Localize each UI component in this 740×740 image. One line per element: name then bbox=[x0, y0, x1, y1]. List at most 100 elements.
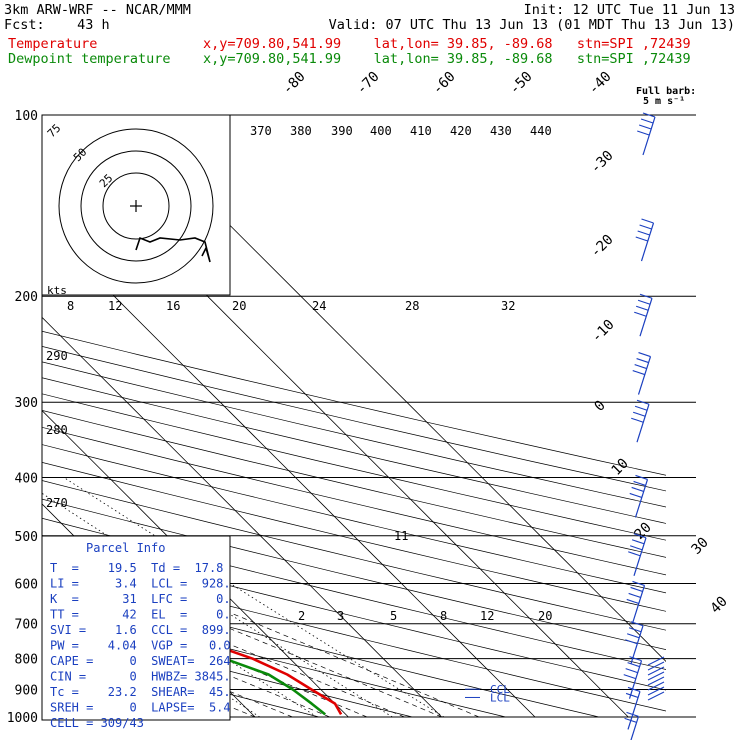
wind-barb bbox=[639, 298, 653, 337]
wind-barb-feather bbox=[633, 480, 646, 486]
temperature-tick-label: 10 bbox=[609, 456, 632, 479]
temperature-tick-label: 30 bbox=[689, 535, 712, 558]
pressure-tick-label: 700 bbox=[15, 618, 38, 633]
wind-barb-feather bbox=[627, 686, 641, 692]
parcel-info-row: T = 19.5 Td = 17.8 bbox=[50, 561, 223, 575]
parcel-info-frame bbox=[41, 535, 231, 721]
wind-barb-feather bbox=[631, 486, 644, 492]
wind-barb-feather bbox=[625, 639, 638, 645]
wind-barb bbox=[627, 691, 641, 730]
dry-adiabat-line bbox=[42, 330, 666, 476]
pressure-tick-label: 800 bbox=[15, 653, 38, 668]
mixing-ratio-label: 12 bbox=[108, 299, 122, 313]
dry-adiabat-label: 280 bbox=[46, 423, 68, 437]
wind-barb-feather bbox=[647, 686, 665, 696]
wind-barb-feather bbox=[631, 417, 644, 423]
temperature-profile-line bbox=[42, 580, 343, 716]
wind-barb-feather bbox=[628, 592, 641, 598]
wind-barb bbox=[628, 660, 643, 699]
mixing-ratio-label: 12 bbox=[480, 609, 494, 623]
wind-barb bbox=[636, 404, 650, 443]
wind-barb-feather bbox=[630, 621, 644, 627]
mixing-ratio-label: 8 bbox=[440, 609, 447, 623]
mixing-ratio-label: 20 bbox=[538, 609, 552, 623]
parcel-info-row: Tc = 23.2 SHEAR= 45. bbox=[50, 685, 231, 699]
wind-barb bbox=[630, 716, 640, 740]
wind-barb-feather bbox=[634, 311, 647, 317]
mixing-ratio-label: 2 bbox=[298, 609, 305, 623]
wind-barb-feather bbox=[640, 118, 654, 124]
dry-adiabat-line bbox=[42, 346, 666, 492]
parcel-info-row: SREH = 0 LAPSE= 5.4 bbox=[50, 701, 231, 715]
wind-barb-feather bbox=[637, 230, 650, 236]
wind-barb-feather bbox=[629, 492, 642, 498]
parcel-info-row: K = 31 LFC = 0. bbox=[50, 592, 231, 606]
mixing-ratio-label: 24 bbox=[312, 299, 326, 313]
wind-barb bbox=[642, 116, 656, 156]
wind-barb-feather bbox=[632, 411, 646, 417]
pressure-tick-label: 1000 bbox=[7, 711, 38, 726]
parcel-info-row: TT = 42 EL = 0. bbox=[50, 608, 231, 622]
dry-adiabat-line bbox=[42, 444, 666, 594]
temperature-tick-label: 0 bbox=[592, 398, 609, 415]
wind-barb bbox=[633, 537, 647, 576]
hodograph-ring bbox=[102, 172, 170, 240]
temperature-tick-label: -30 bbox=[588, 148, 617, 177]
wind-barb-feather bbox=[636, 399, 650, 405]
dry-adiabat-line bbox=[42, 426, 666, 576]
parcel-info-row: LI = 3.4 LCL = 928. bbox=[50, 577, 231, 591]
wind-barb-feather bbox=[636, 358, 649, 364]
wind-barb-feather bbox=[627, 662, 640, 668]
dewpoint-legend-label: Dewpoint temperature bbox=[8, 51, 171, 67]
hodograph-ring bbox=[80, 150, 192, 262]
parcel-info-row: SVI = 1.6 CCL = 899. bbox=[50, 623, 231, 637]
valid-time: Valid: 07 UTC Thu 13 Jun 13 (01 MDT Thu … bbox=[328, 17, 735, 33]
mixing-ratio-label: 20 bbox=[232, 299, 246, 313]
dry-adiabat-line bbox=[42, 621, 413, 718]
wind-barb-feather bbox=[628, 551, 641, 557]
wind-barb-feather bbox=[641, 218, 654, 224]
hodograph-units-label: kts bbox=[47, 284, 67, 297]
wind-barb-feather bbox=[624, 717, 637, 723]
temperature-tick-label: -70 bbox=[354, 69, 383, 98]
temperature-tick-label: 20 bbox=[632, 520, 655, 543]
dewpoint-location: x,y=709.80,541.99 lat,lon= 39.85, -89.68… bbox=[203, 51, 691, 67]
lcl-label: LCL bbox=[490, 691, 510, 704]
dry-adiabat-label: 290 bbox=[46, 349, 68, 363]
barb-legend-value: 5 m s⁻¹ bbox=[643, 96, 685, 107]
wind-barb-feather bbox=[647, 661, 665, 671]
mixing-ratio-label: 32 bbox=[501, 299, 515, 313]
pressure-tick-label: 100 bbox=[15, 109, 38, 124]
wind-barb-feather bbox=[635, 474, 648, 480]
wind-barb bbox=[634, 479, 649, 518]
pressure-tick-label: 600 bbox=[15, 577, 38, 592]
dry-adiabat-line bbox=[42, 498, 666, 651]
wind-barb-feather bbox=[638, 124, 652, 130]
wind-barb-feather bbox=[632, 580, 645, 586]
wind-barb-feather bbox=[639, 293, 653, 299]
dry-adiabat-line bbox=[42, 578, 599, 718]
dry-adiabat-line bbox=[42, 599, 506, 718]
wind-barb-feather bbox=[642, 112, 656, 118]
wind-barb-feather bbox=[647, 676, 665, 686]
moist-adiabat-label: 11 bbox=[394, 529, 408, 543]
model-title: 3km ARW-WRF -- NCAR/MMM bbox=[4, 2, 191, 18]
parcel-info-panel: Parcel Info T = 19.5 Td = 17.8 LI = 3.4 LC… bbox=[41, 535, 231, 730]
wind-barb-column bbox=[623, 112, 665, 740]
wind-barb-feather bbox=[632, 370, 645, 376]
wind-barb-feather bbox=[626, 633, 640, 639]
wind-barb-feather bbox=[647, 691, 665, 701]
wind-barb-feather bbox=[647, 656, 665, 666]
mixing-ratio-label: 16 bbox=[166, 299, 180, 313]
isotherm-line bbox=[42, 223, 536, 718]
wind-barb-feather bbox=[633, 533, 647, 539]
moist-adiabat-line bbox=[42, 600, 330, 718]
isotherm-line bbox=[42, 316, 442, 718]
wind-barb-feather bbox=[647, 666, 665, 676]
pressure-tick-label: 400 bbox=[15, 471, 38, 486]
wind-barb-feather bbox=[639, 224, 652, 230]
theta-e-label: 420 bbox=[450, 124, 472, 138]
wind-barb bbox=[640, 222, 655, 262]
wind-barb bbox=[637, 356, 652, 395]
init-time: Init: 12 UTC Tue 11 Jun 13 bbox=[523, 2, 735, 18]
